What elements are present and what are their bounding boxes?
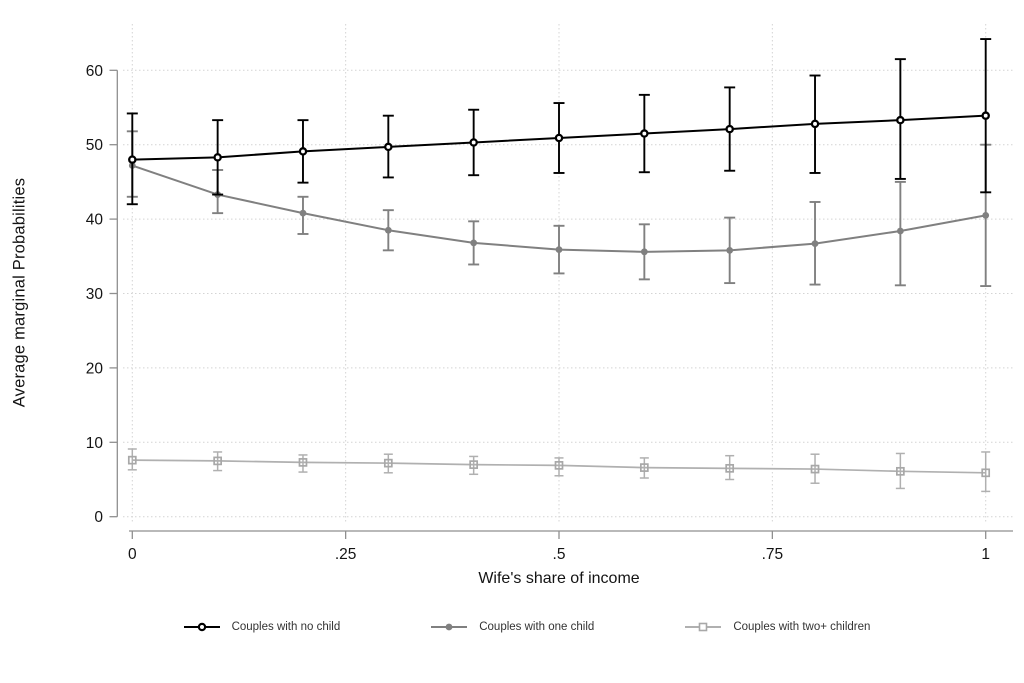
data-point-marker (299, 209, 307, 217)
data-point-marker (811, 240, 819, 248)
legend-label-couples-with-no-child: Couples with no child (231, 621, 341, 633)
data-point-marker (640, 248, 648, 256)
data-point-marker (554, 461, 564, 470)
data-point-marker (639, 463, 649, 472)
legend-marker-open-square (699, 622, 708, 632)
data-point-marker (982, 211, 990, 219)
data-point-marker (213, 153, 222, 162)
x-tick-label: 0 (128, 546, 137, 563)
y-tick-label: 0 (94, 509, 103, 526)
data-point-marker (298, 458, 308, 467)
data-point-marker (726, 246, 734, 254)
legend: Couples with no child Couples with one ch… (0, 621, 1024, 633)
data-point-marker (725, 124, 734, 134)
data-point-marker (469, 460, 479, 469)
data-point-marker (384, 226, 392, 234)
x-tick-label: .25 (335, 546, 357, 563)
data-point-marker (128, 155, 137, 164)
data-point-marker (725, 463, 735, 473)
x-tick-label: 1 (981, 546, 990, 563)
legend-key-open-square (685, 622, 722, 632)
legend-item-couples-with-no-child: Couples with no child (183, 621, 341, 633)
legend-marker-open-circle (197, 622, 206, 632)
data-point-marker (554, 133, 564, 143)
data-point-marker (981, 468, 991, 478)
data-point-marker (384, 142, 393, 152)
data-point-marker (810, 119, 820, 129)
y-tick-label: 50 (86, 137, 104, 154)
legend-item-couples-with-two-children: Couples with two+ children (685, 621, 870, 633)
y-axis-title: Average marginal Probabilities (10, 177, 29, 408)
data-point-marker (896, 115, 905, 125)
x-tick-label: .75 (762, 546, 784, 563)
data-point-marker (896, 466, 905, 476)
series-line (132, 459, 986, 474)
legend-label-couples-with-one-child: Couples with one child (479, 621, 595, 633)
data-point-marker (470, 239, 478, 247)
data-point-marker (896, 227, 904, 235)
x-tick-label: .5 (553, 546, 566, 563)
data-point-marker (469, 138, 478, 147)
y-tick-label: 10 (86, 435, 104, 452)
legend-marker-filled-circle (445, 623, 453, 631)
legend-key-filled-circle (431, 623, 468, 631)
data-point-marker (383, 458, 393, 468)
data-point-marker (127, 455, 137, 465)
data-point-marker (298, 147, 308, 156)
data-point-marker (981, 111, 990, 120)
x-axis-title: Wife's share of income (478, 570, 640, 587)
y-tick-label: 60 (86, 63, 104, 80)
legend-label-couples-with-two-children: Couples with two+ children (733, 621, 871, 633)
data-point-marker (213, 456, 222, 466)
y-tick-label: 40 (86, 212, 104, 229)
y-tick-label: 20 (86, 360, 104, 377)
data-point-marker (640, 129, 649, 138)
legend-item-couples-with-one-child: Couples with one child (431, 621, 594, 633)
y-tick-label: 30 (86, 286, 104, 303)
data-point-marker (810, 464, 820, 474)
legend-key-open-circle (183, 622, 220, 632)
legend-row: Couples with no child Couples with one ch… (0, 621, 1024, 633)
data-point-marker (555, 246, 563, 254)
